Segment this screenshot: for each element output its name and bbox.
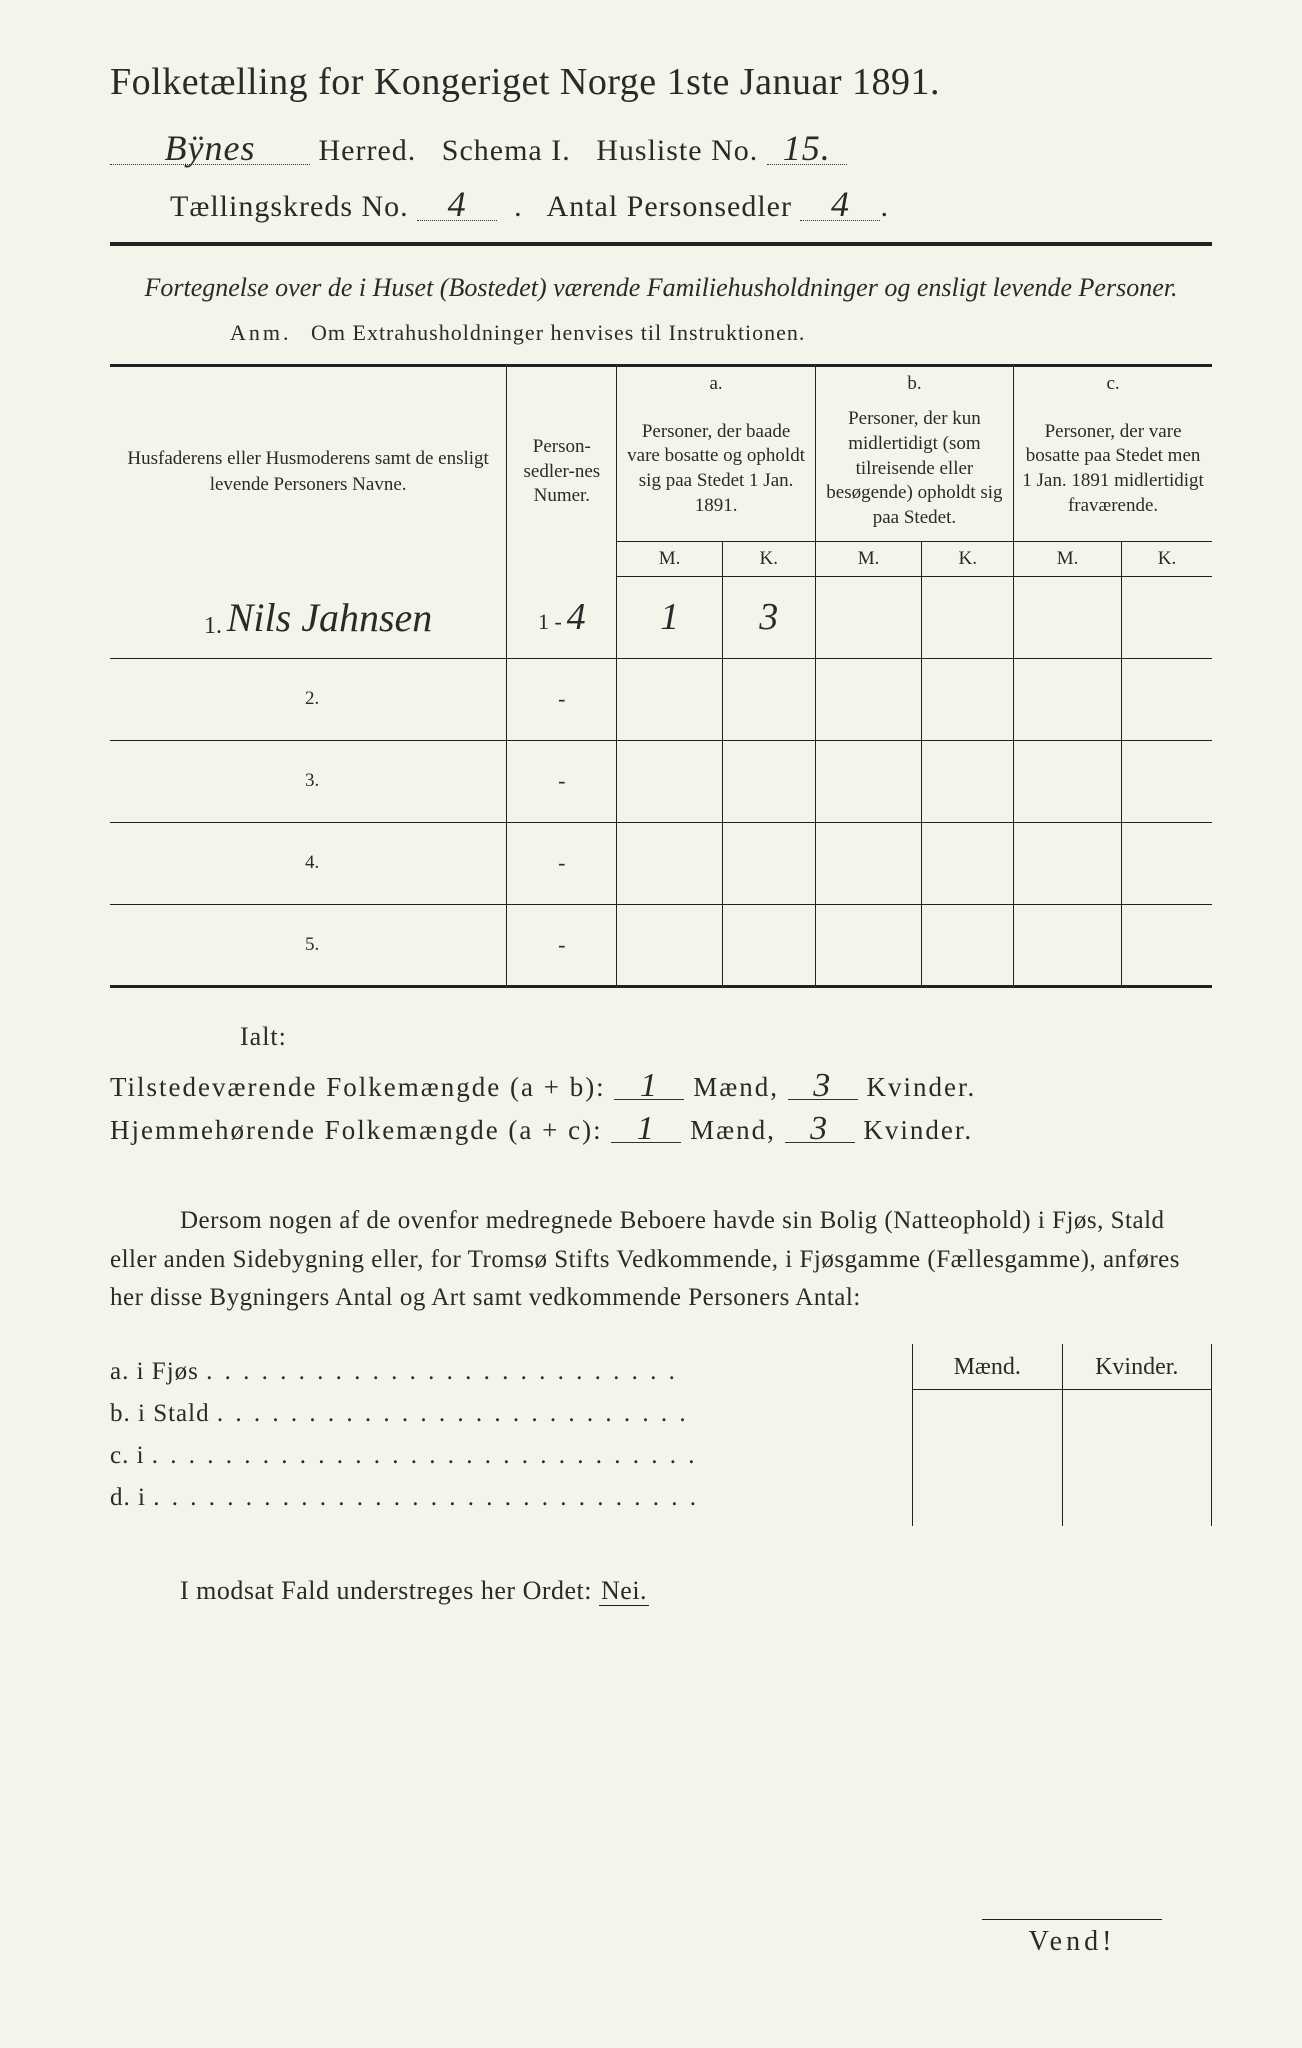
col-a-label: a. <box>617 366 815 398</box>
kvinder-label: Kvinder. <box>866 1072 976 1102</box>
row-num: 3. <box>110 740 507 822</box>
building-row-b: b. i Stald . . . . . . . . . . . . . . .… <box>110 1400 912 1428</box>
cell-bm <box>815 576 922 658</box>
kreds-value: 4 <box>417 188 497 221</box>
col-b-k: K. <box>922 541 1014 576</box>
col-sedler-head: Person-sedler-nes Numer. <box>507 366 617 576</box>
col-b-head: Personer, der kun midlertidigt (som tilr… <box>815 397 1013 541</box>
header-line-2: Tællingskreds No. 4 . Antal Personsedler… <box>110 188 1212 224</box>
cell-bk <box>922 576 1014 658</box>
totals-2-k: 3 <box>785 1115 855 1143</box>
cell-ck <box>1122 576 1212 658</box>
divider <box>110 242 1212 246</box>
col-c-k: K. <box>1122 541 1212 576</box>
ialt-label: Ialt: <box>240 1022 1212 1052</box>
row-num: 4. <box>110 822 507 904</box>
row-name: Nils Jahnsen <box>227 595 433 640</box>
col-c-head: Personer, der vare bosatte paa Stedet me… <box>1014 397 1212 541</box>
mk-maend-head: Mænd. <box>913 1344 1062 1390</box>
husliste-value: 15. <box>767 132 847 165</box>
col-name-head: Husfaderens eller Husmoderens samt de en… <box>110 366 507 576</box>
antal-value: 4 <box>800 188 880 221</box>
page-title: Folketælling for Kongeriget Norge 1ste J… <box>110 60 1212 104</box>
sedler-prefix: - <box>558 932 565 957</box>
anm-text: Om Extrahusholdninger henvises til Instr… <box>311 320 805 345</box>
col-b-m: M. <box>815 541 922 576</box>
maend-label: Mænd, <box>693 1072 779 1102</box>
row-num: 5. <box>110 904 507 986</box>
kreds-label: Tællingskreds No. <box>170 190 409 223</box>
anm-line: Anm. Om Extrahusholdninger henvises til … <box>230 320 1212 346</box>
table-row: 3. - <box>110 740 1212 822</box>
sedler-prefix: - <box>558 768 565 793</box>
row-num: 1. <box>196 613 222 639</box>
totals-2-label: Hjemmehørende Folkemængde (a + c): <box>110 1115 603 1145</box>
totals-1-k: 3 <box>788 1072 858 1100</box>
cell-ak: 3 <box>759 596 778 638</box>
row-num: 2. <box>110 658 507 740</box>
cell-cm <box>1014 576 1122 658</box>
maend-label: Mænd, <box>690 1115 776 1145</box>
totals-line-1: Tilstedeværende Folkemængde (a + b): 1 M… <box>110 1072 1212 1103</box>
building-row-a: a. i Fjøs . . . . . . . . . . . . . . . … <box>110 1358 912 1386</box>
header-line-1: Bÿnes Herred. Schema I. Husliste No. 15. <box>110 132 1212 168</box>
building-paragraph: Dersom nogen af de ovenfor medregnede Be… <box>110 1202 1212 1318</box>
totals-line-2: Hjemmehørende Folkemængde (a + c): 1 Mæn… <box>110 1115 1212 1146</box>
herred-label: Herred. <box>319 134 417 167</box>
sedler-prefix: - <box>558 850 565 875</box>
cell-am: 1 <box>660 596 679 638</box>
schema-label: Schema I. <box>442 134 571 167</box>
totals-1-label: Tilstedeværende Folkemængde (a + b): <box>110 1072 606 1102</box>
herred-value: Bÿnes <box>110 132 310 165</box>
mk-box: Mænd. Kvinder. <box>912 1344 1212 1526</box>
col-c-m: M. <box>1014 541 1122 576</box>
building-row-c: c. i . . . . . . . . . . . . . . . . . .… <box>110 1442 912 1470</box>
col-c-label: c. <box>1014 366 1212 398</box>
totals-2-m: 1 <box>611 1115 681 1143</box>
antal-label: Antal Personsedler <box>547 190 792 223</box>
kvinder-label: Kvinder. <box>863 1115 973 1145</box>
sedler-prefix: - <box>558 686 565 711</box>
nei-word: Nei. <box>599 1576 649 1606</box>
col-a-k: K. <box>722 541 815 576</box>
census-table: Husfaderens eller Husmoderens samt de en… <box>110 364 1212 987</box>
vend-label: Vend! <box>982 1919 1162 1958</box>
col-b-label: b. <box>815 366 1013 398</box>
table-row: 2. - <box>110 658 1212 740</box>
totals-1-m: 1 <box>614 1072 684 1100</box>
husliste-label: Husliste No. <box>596 134 758 167</box>
col-a-m: M. <box>617 541 722 576</box>
building-row-d: d. i . . . . . . . . . . . . . . . . . .… <box>110 1484 912 1512</box>
col-a-head: Personer, der baade vare bosatte og opho… <box>617 397 815 541</box>
sedler-val: 4 <box>567 596 586 638</box>
nei-pre: I modsat Fald understreges her Ordet: <box>180 1576 599 1605</box>
building-list: a. i Fjøs . . . . . . . . . . . . . . . … <box>110 1344 912 1526</box>
nei-line: I modsat Fald understreges her Ordet: Ne… <box>180 1576 1212 1606</box>
table-row: 4. - <box>110 822 1212 904</box>
building-block: a. i Fjøs . . . . . . . . . . . . . . . … <box>110 1344 1212 1526</box>
anm-label: Anm. <box>230 320 292 345</box>
sedler-prefix: 1 - <box>538 609 562 634</box>
table-row: 1. Nils Jahnsen 1 - 4 1 3 <box>110 576 1212 658</box>
subtitle: Fortegnelse over de i Huset (Bostedet) v… <box>110 270 1212 306</box>
table-row: 5. - <box>110 904 1212 986</box>
mk-kvinder-head: Kvinder. <box>1063 1344 1212 1390</box>
